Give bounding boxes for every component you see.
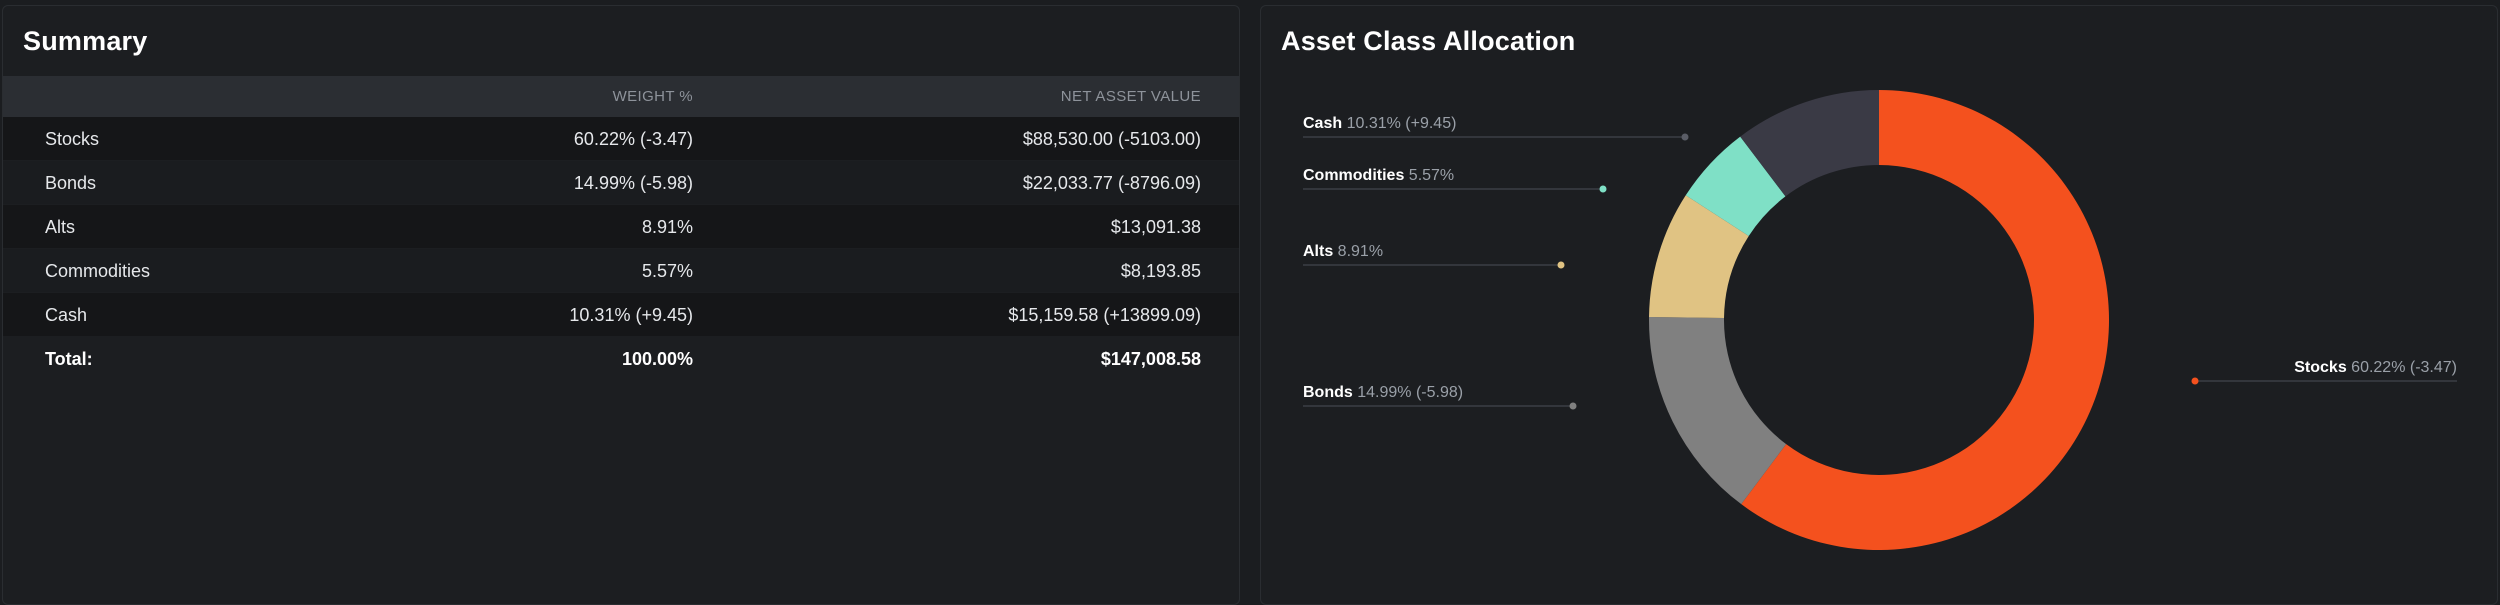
- row-weight: 8.91%: [641, 217, 693, 237]
- slice-label-value: 5.57%: [1404, 167, 1454, 184]
- leader-dot: [1681, 133, 1689, 141]
- donut-slice-cash[interactable]: [1740, 90, 1879, 197]
- slice-label-value: 8.91%: [1333, 243, 1383, 260]
- leader-dot: [1599, 185, 1607, 193]
- table-row: Commodities 5.57% $8,193.85: [3, 249, 1239, 293]
- table-header: WEIGHT % NET ASSET VALUE: [3, 76, 1239, 117]
- slice-label-cash: Cash 10.31% (+9.45): [1303, 115, 1689, 141]
- row-name: Bonds: [45, 173, 97, 193]
- table-row: Cash 10.31% (+9.45) $15,159.58 (+13899.0…: [3, 293, 1239, 337]
- summary-panel: Summary WEIGHT % NET ASSET VALUE Stocks …: [2, 5, 1240, 605]
- row-name: Commodities: [45, 261, 151, 281]
- svg-text:Bonds 14.99% (-5.98): Bonds 14.99% (-5.98): [1303, 384, 1463, 401]
- row-name: Alts: [45, 217, 76, 237]
- row-weight: 14.99% (-5.98): [573, 173, 693, 193]
- row-net-asset-value: $22,033.77 (-8796.09): [1022, 173, 1201, 193]
- allocation-title: Asset Class Allocation: [1281, 26, 1576, 56]
- row-net-asset-value: $8,193.85: [1120, 261, 1201, 281]
- row-name: Cash: [45, 305, 88, 325]
- slice-label-value: 10.31% (+9.45): [1342, 115, 1456, 132]
- slice-label-name: Alts: [1303, 243, 1333, 260]
- slice-label-value: 60.22% (-3.47): [2347, 359, 2457, 376]
- slice-label-alts: Alts 8.91%: [1303, 243, 1565, 269]
- svg-text:Stocks 60.22% (-3.47): Stocks 60.22% (-3.47): [2294, 359, 2457, 376]
- slice-label-value: 14.99% (-5.98): [1353, 384, 1463, 401]
- column-header-weight[interactable]: WEIGHT %: [612, 88, 693, 105]
- slice-label-stocks: Stocks 60.22% (-3.47): [2191, 359, 2457, 385]
- table-row: Bonds 14.99% (-5.98) $22,033.77 (-8796.0…: [3, 161, 1239, 205]
- row-weight: 5.57%: [641, 261, 693, 281]
- leader-dot: [2191, 377, 2199, 385]
- slice-label-name: Cash: [1303, 115, 1342, 132]
- donut-chart: Stocks 60.22% (-3.47) Bonds 14.99% (-5.98…: [1303, 90, 2457, 550]
- asset-allocation-panel: Asset Class Allocation Stocks 60.22% (-3…: [1260, 5, 2498, 605]
- svg-text:Commodities 5.57%: Commodities 5.57%: [1303, 167, 1454, 184]
- total-row: Total: 100.00% $147,008.58: [3, 337, 1239, 381]
- leader-dot: [1557, 261, 1565, 269]
- donut-slice-commodities[interactable]: [1685, 136, 1786, 236]
- total-net-asset-value: $147,008.58: [1100, 349, 1201, 369]
- row-name: Stocks: [45, 129, 100, 149]
- row-net-asset-value: $13,091.38: [1110, 217, 1201, 237]
- summary-table: WEIGHT % NET ASSET VALUE Stocks 60.22% (…: [3, 76, 1239, 381]
- total-label: Total:: [45, 349, 93, 369]
- donut-slice-bonds[interactable]: [1649, 316, 1787, 505]
- column-header-net-asset-value[interactable]: NET ASSET VALUE: [1060, 88, 1201, 105]
- slice-label-bonds: Bonds 14.99% (-5.98): [1303, 384, 1577, 410]
- svg-text:Alts 8.91%: Alts 8.91%: [1303, 243, 1383, 260]
- donut-slice-alts[interactable]: [1649, 195, 1749, 318]
- leader-dot: [1569, 402, 1577, 410]
- row-weight: 60.22% (-3.47): [573, 129, 693, 149]
- slice-label-commodities: Commodities 5.57%: [1303, 167, 1607, 193]
- slice-label-name: Commodities: [1303, 167, 1404, 184]
- row-net-asset-value: $88,530.00 (-5103.00): [1022, 129, 1201, 149]
- summary-title: Summary: [23, 26, 148, 56]
- slice-label-name: Stocks: [2294, 359, 2347, 376]
- table-row: Stocks 60.22% (-3.47) $88,530.00 (-5103.…: [3, 117, 1239, 161]
- row-net-asset-value: $15,159.58 (+13899.09): [1008, 305, 1201, 325]
- donut-slice-stocks[interactable]: [1741, 90, 2109, 550]
- table-row: Alts 8.91% $13,091.38: [3, 205, 1239, 249]
- total-weight: 100.00%: [621, 349, 693, 369]
- svg-text:Cash 10.31% (+9.45): Cash 10.31% (+9.45): [1303, 115, 1456, 132]
- slice-label-name: Bonds: [1303, 384, 1353, 401]
- row-weight: 10.31% (+9.45): [569, 305, 693, 325]
